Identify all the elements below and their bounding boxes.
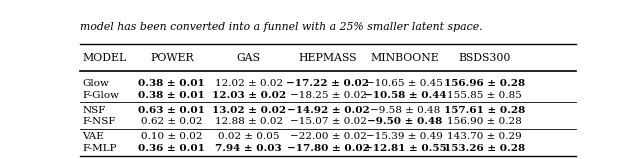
- Text: 12.88 ± 0.02: 12.88 ± 0.02: [214, 117, 283, 126]
- Text: 153.26 ± 0.28: 153.26 ± 0.28: [444, 144, 525, 153]
- Text: 156.90 ± 0.28: 156.90 ± 0.28: [447, 117, 522, 126]
- Text: 157.61 ± 0.28: 157.61 ± 0.28: [444, 106, 525, 115]
- Text: 12.02 ± 0.02: 12.02 ± 0.02: [214, 80, 283, 88]
- Text: GAS: GAS: [237, 53, 260, 63]
- Text: 0.62 ± 0.02: 0.62 ± 0.02: [141, 117, 202, 126]
- Text: −17.80 ± 0.02: −17.80 ± 0.02: [287, 144, 369, 153]
- Text: NSF: NSF: [83, 106, 106, 115]
- Text: BSDS300: BSDS300: [458, 53, 511, 63]
- Text: model has been converted into a funnel with a 25% smaller latent space.: model has been converted into a funnel w…: [80, 22, 483, 32]
- Text: 143.70 ± 0.29: 143.70 ± 0.29: [447, 132, 522, 141]
- Text: 12.03 ± 0.02: 12.03 ± 0.02: [212, 91, 285, 100]
- Text: −22.00 ± 0.02: −22.00 ± 0.02: [289, 132, 367, 141]
- Text: 0.38 ± 0.01: 0.38 ± 0.01: [138, 80, 205, 88]
- Text: −18.25 ± 0.02: −18.25 ± 0.02: [289, 91, 367, 100]
- Text: −10.65 ± 0.45: −10.65 ± 0.45: [367, 80, 444, 88]
- Text: VAE: VAE: [83, 132, 104, 141]
- Text: −10.58 ± 0.44: −10.58 ± 0.44: [364, 91, 446, 100]
- Text: −14.92 ± 0.02: −14.92 ± 0.02: [287, 106, 369, 115]
- Text: MODEL: MODEL: [83, 53, 127, 63]
- Text: 13.02 ± 0.02: 13.02 ± 0.02: [212, 106, 285, 115]
- Text: POWER: POWER: [150, 53, 193, 63]
- Text: Glow: Glow: [83, 80, 109, 88]
- Text: −9.50 ± 0.48: −9.50 ± 0.48: [367, 117, 442, 126]
- Text: 156.96 ± 0.28: 156.96 ± 0.28: [444, 80, 525, 88]
- Text: 0.38 ± 0.01: 0.38 ± 0.01: [138, 91, 205, 100]
- Text: −17.22 ± 0.02: −17.22 ± 0.02: [287, 80, 369, 88]
- Text: −12.81 ± 0.55: −12.81 ± 0.55: [364, 144, 446, 153]
- Text: 0.02 ± 0.05: 0.02 ± 0.05: [218, 132, 280, 141]
- Text: −15.07 ± 0.02: −15.07 ± 0.02: [289, 117, 367, 126]
- Text: 7.94 ± 0.03: 7.94 ± 0.03: [215, 144, 282, 153]
- Text: 0.10 ± 0.02: 0.10 ± 0.02: [141, 132, 202, 141]
- Text: MINBOONE: MINBOONE: [371, 53, 439, 63]
- Text: HEPMASS: HEPMASS: [299, 53, 357, 63]
- Text: −9.58 ± 0.48: −9.58 ± 0.48: [370, 106, 440, 115]
- Text: 155.85 ± 0.85: 155.85 ± 0.85: [447, 91, 522, 100]
- Text: −15.39 ± 0.49: −15.39 ± 0.49: [367, 132, 444, 141]
- Text: 0.63 ± 0.01: 0.63 ± 0.01: [138, 106, 205, 115]
- Text: 0.36 ± 0.01: 0.36 ± 0.01: [138, 144, 205, 153]
- Text: F-MLP: F-MLP: [83, 144, 117, 153]
- Text: F-NSF: F-NSF: [83, 117, 116, 126]
- Text: F-Glow: F-Glow: [83, 91, 120, 100]
